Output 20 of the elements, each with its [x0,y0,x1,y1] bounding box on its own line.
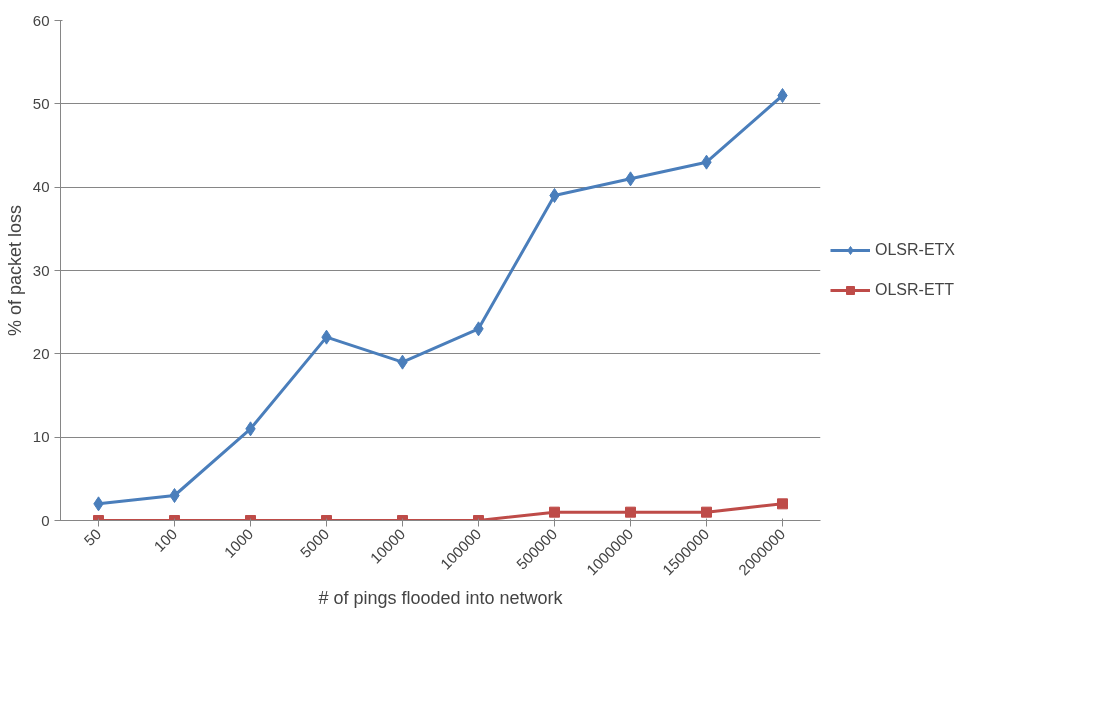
y-tick-label: 30 [32,261,50,279]
x-tick-label: 100 [150,525,181,555]
point [549,188,560,203]
y-tick-label: 0 [41,511,50,529]
legend-label: OLSR-ETX [875,241,956,259]
point [701,506,712,518]
legend-label: OLSR-ETT [875,281,955,299]
point [777,498,788,510]
point [169,488,180,503]
y-tick-label: 10 [32,428,50,446]
y-tick-label: 20 [32,344,50,362]
point [777,88,788,103]
y-tick-label: 50 [32,94,50,112]
x-axis-title: # of pings flooded into network [318,587,564,608]
y-axis-title: % of packet loss [4,204,25,337]
y-tick-label: 40 [32,178,50,196]
x-tick-label: 50 [80,525,105,549]
point [625,506,636,518]
y-tick-label: 60 [32,11,50,29]
point [549,506,560,518]
